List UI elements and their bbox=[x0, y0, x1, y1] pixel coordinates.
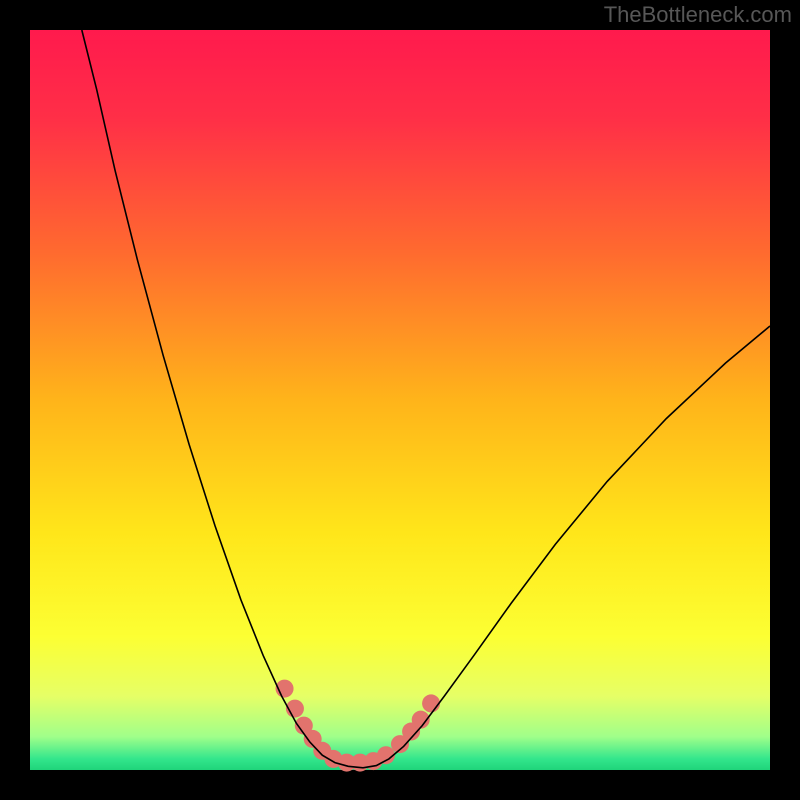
highlight-dot bbox=[422, 694, 440, 712]
watermark-text: TheBottleneck.com bbox=[604, 2, 792, 28]
bottleneck-chart bbox=[0, 0, 800, 800]
plot-background bbox=[30, 30, 770, 770]
